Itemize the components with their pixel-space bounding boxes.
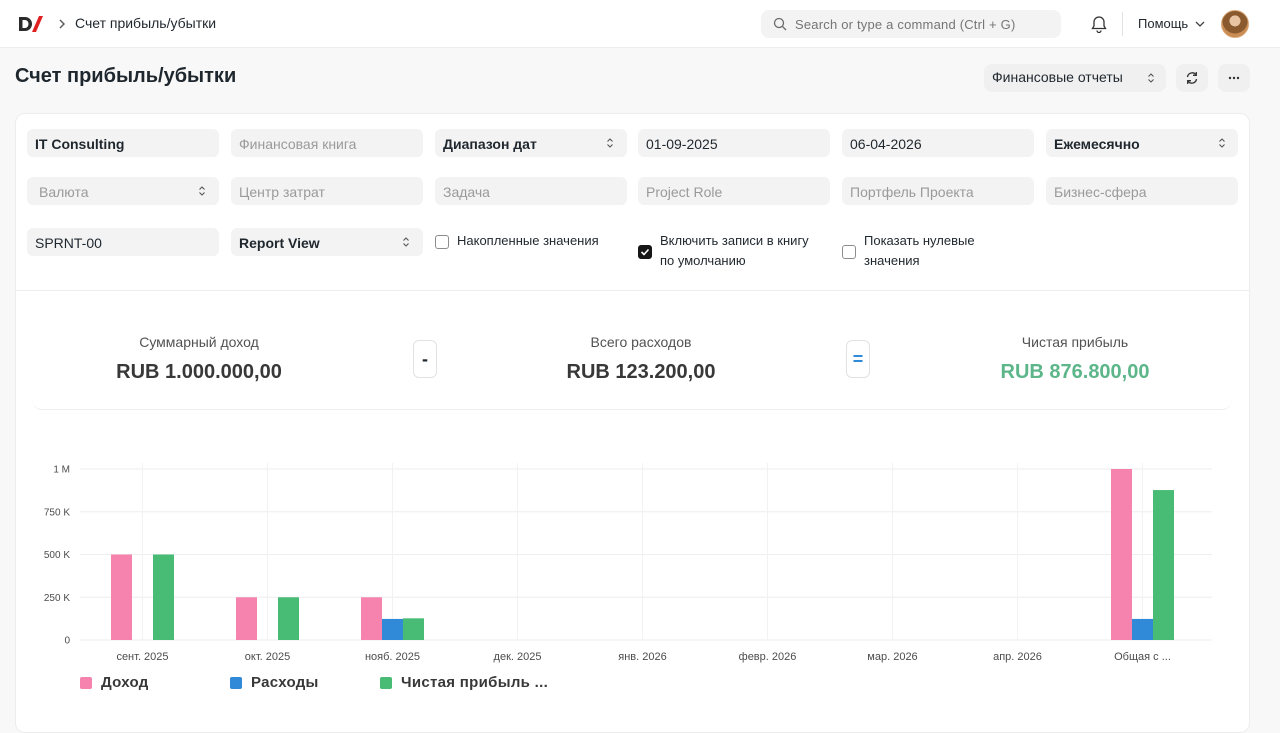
- equals-operator: =: [846, 340, 870, 378]
- expense-label: Всего расходов: [590, 334, 692, 350]
- business-area-field[interactable]: Бизнес-сфера: [1046, 177, 1238, 205]
- bar-income[interactable]: [1111, 469, 1132, 640]
- chevron-right-icon: [59, 19, 65, 29]
- include-default-checkbox[interactable]: [638, 245, 652, 259]
- accumulated-checkbox[interactable]: [435, 235, 449, 249]
- bar-income[interactable]: [361, 597, 382, 640]
- select-arrows-icon: [607, 138, 613, 148]
- expense-value: RUB 123.200,00: [566, 361, 716, 383]
- legend-swatch: [380, 677, 392, 689]
- y-tick-label: 250 K: [44, 593, 70, 604]
- more-dots-icon: [1228, 76, 1240, 80]
- search-bar[interactable]: [761, 10, 1061, 38]
- period-type-select[interactable]: Диапазон дат: [435, 129, 627, 157]
- y-tick-label: 500 K: [44, 550, 70, 561]
- navbar-divider: [1122, 12, 1123, 36]
- help-menu[interactable]: Помощь: [1138, 16, 1189, 31]
- report-card: IT Consulting Финансовая книга Диапазон …: [15, 113, 1250, 733]
- periodicity-value: Ежемесячно: [1054, 136, 1140, 152]
- currency-placeholder: Валюта: [39, 184, 89, 200]
- show-zero-label-line1: Показать нулевые: [864, 233, 975, 248]
- project-role-field[interactable]: Project Role: [638, 177, 830, 205]
- financial-reports-label: Финансовые отчеты: [992, 69, 1123, 85]
- refresh-icon: [1186, 72, 1198, 84]
- financial-reports-button[interactable]: Финансовые отчеты: [984, 64, 1166, 92]
- bar-expense[interactable]: [1132, 618, 1153, 640]
- legend-swatch: [80, 677, 92, 689]
- app-logo-icon[interactable]: [18, 15, 44, 33]
- legend-label: Расходы: [251, 674, 319, 691]
- cost-center-field[interactable]: Центр затрат: [231, 177, 423, 205]
- chevron-down-icon[interactable]: [1194, 19, 1206, 29]
- navbar: Счет прибыль/убытки Помощь: [0, 0, 1280, 48]
- task-field[interactable]: Задача: [435, 177, 627, 205]
- show-zero-label-line2: значения: [864, 253, 920, 268]
- y-tick-label: 1 M: [53, 465, 70, 476]
- select-arrows-icon: [1148, 73, 1154, 83]
- period-type-value: Диапазон дат: [443, 136, 537, 152]
- minus-operator: -: [413, 340, 437, 378]
- profit-value: RUB 876.800,00: [1000, 361, 1150, 383]
- legend-swatch: [230, 677, 242, 689]
- search-input[interactable]: [795, 10, 1055, 38]
- profit-loss-chart: 0 250 K 500 K 750 K 1 M сент. 2025 окт. 2025 но…: [44, 463, 1212, 663]
- bar-net-profit[interactable]: [153, 554, 174, 641]
- bar-net-profit[interactable]: [1153, 490, 1174, 640]
- currency-select[interactable]: Валюта: [27, 177, 219, 205]
- bar-expense[interactable]: [382, 618, 403, 640]
- include-default-label-line1: Включить записи в книгу: [660, 233, 809, 248]
- profit-label: Чистая прибыль: [1021, 334, 1129, 350]
- x-tick-label: окт. 2025: [245, 651, 290, 663]
- periodicity-select[interactable]: Ежемесячно: [1046, 129, 1238, 157]
- x-tick-label: апр. 2026: [993, 651, 1042, 663]
- select-arrows-icon: [199, 186, 205, 196]
- select-arrows-icon: [1219, 138, 1225, 148]
- income-value: RUB 1.000.000,00: [116, 361, 282, 383]
- view-value: Report View: [239, 235, 320, 251]
- view-select[interactable]: Report View: [231, 228, 423, 256]
- breadcrumb[interactable]: Счет прибыль/убытки: [75, 15, 217, 31]
- x-tick-label: янв. 2026: [618, 651, 666, 663]
- bar-net-profit[interactable]: [278, 597, 299, 640]
- x-tick-label: февр. 2026: [739, 651, 797, 663]
- bar-income[interactable]: [111, 554, 132, 641]
- bar-net-profit[interactable]: [403, 618, 424, 640]
- legend-label: Чистая прибыль ...: [401, 674, 549, 691]
- checkmark-icon: [640, 248, 650, 256]
- x-tick-label: мар. 2026: [867, 651, 917, 663]
- search-icon: [773, 17, 787, 31]
- from-date-field[interactable]: 01-09-2025: [638, 129, 830, 157]
- accumulated-label: Накопленные значения: [457, 233, 599, 248]
- x-tick-label: нояб. 2025: [365, 651, 420, 663]
- y-tick-label: 0: [64, 636, 70, 647]
- company-field[interactable]: IT Consulting: [27, 129, 219, 157]
- notification-bell-icon[interactable]: [1090, 15, 1108, 33]
- show-zero-checkbox[interactable]: [842, 245, 856, 259]
- x-tick-label: дек. 2025: [494, 651, 542, 663]
- income-label: Суммарный доход: [139, 334, 259, 350]
- summary-panel: Суммарный доход RUB 1.000.000,00 - Всего…: [32, 314, 1232, 410]
- bar-income[interactable]: [236, 597, 257, 640]
- x-tick-label: сент. 2025: [116, 651, 168, 663]
- x-tick-label: Общая с ...: [1114, 651, 1171, 663]
- filters-divider: [16, 290, 1249, 291]
- refresh-button[interactable]: [1176, 64, 1208, 92]
- finance-book-field[interactable]: Финансовая книга: [231, 129, 423, 157]
- project-portfolio-field[interactable]: Портфель Проекта: [842, 177, 1034, 205]
- page-title: Счет прибыль/убытки: [15, 65, 237, 87]
- user-avatar[interactable]: [1221, 10, 1249, 38]
- y-tick-label: 750 K: [44, 507, 70, 518]
- more-options-button[interactable]: [1218, 64, 1250, 92]
- select-arrows-icon: [403, 237, 409, 247]
- include-default-label-line2: по умолчанию: [660, 253, 746, 268]
- legend-label: Доход: [101, 674, 149, 691]
- to-date-field[interactable]: 06-04-2026: [842, 129, 1034, 157]
- project-field[interactable]: SPRNT-00: [27, 228, 219, 256]
